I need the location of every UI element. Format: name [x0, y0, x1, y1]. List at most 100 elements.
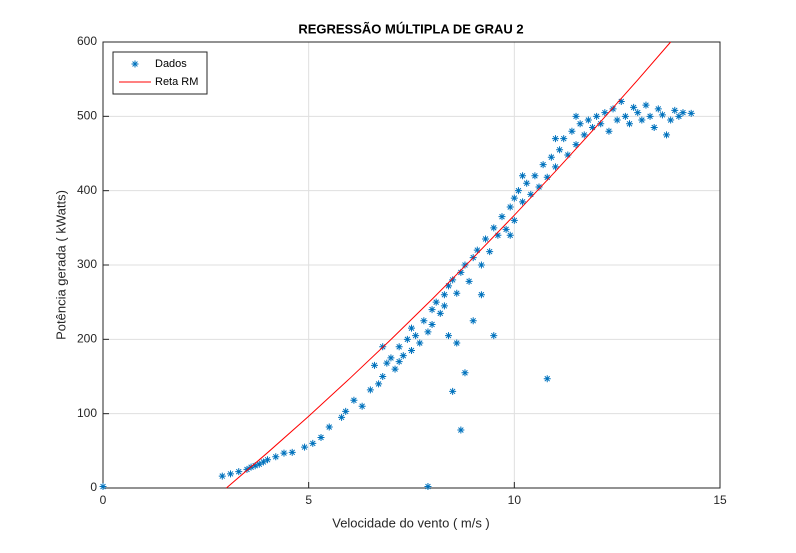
data-point [461, 261, 469, 269]
data-point [543, 173, 551, 181]
data-point [387, 354, 395, 362]
legend-label: Dados [155, 58, 187, 70]
data-point [597, 120, 605, 128]
data-point [675, 112, 683, 120]
data-point [568, 127, 576, 135]
data-point [477, 261, 485, 269]
fit-line [226, 41, 672, 489]
data-point [99, 483, 107, 491]
data-point [588, 123, 596, 131]
data-point [420, 317, 428, 325]
data-point [309, 439, 317, 447]
data-point [461, 369, 469, 377]
data-point [543, 375, 551, 383]
data-point [519, 198, 527, 206]
data-point [556, 146, 564, 154]
x-tick-label: 0 [100, 493, 107, 507]
data-point [218, 472, 226, 480]
data-point [403, 335, 411, 343]
data-point [432, 298, 440, 306]
data-point [358, 402, 366, 410]
data-point [379, 373, 387, 380]
data-point [272, 453, 280, 461]
data-point [482, 235, 490, 243]
data-point [564, 151, 572, 159]
data-point [638, 116, 646, 124]
data-point [465, 277, 473, 285]
data-point [658, 111, 666, 119]
y-tick-label: 100 [77, 406, 97, 420]
data-point [449, 276, 457, 284]
data-point [580, 131, 588, 139]
data-point [551, 135, 559, 143]
data-point [440, 302, 448, 310]
y-axis-label: Potência gerada ( kWatts) [53, 190, 68, 340]
data-point [445, 282, 453, 290]
data-point [514, 187, 522, 195]
y-tick-label: 400 [77, 183, 97, 197]
y-tick-label: 600 [77, 34, 97, 48]
data-point [551, 163, 559, 171]
data-point [395, 358, 403, 366]
y-tick-label: 0 [90, 480, 97, 494]
data-point [395, 343, 403, 351]
data-point [519, 172, 527, 180]
data-point [416, 339, 424, 347]
data-point [547, 153, 555, 161]
data-point [667, 116, 675, 124]
x-tick-label: 15 [713, 493, 727, 507]
data-point [490, 332, 498, 340]
data-point [424, 483, 432, 491]
data-point [449, 387, 457, 395]
data-point [506, 203, 514, 211]
data-point [560, 135, 568, 143]
data-point [523, 179, 531, 187]
data-point [527, 190, 535, 198]
data-point [473, 246, 481, 254]
data-point [593, 112, 601, 120]
data-point [259, 458, 267, 466]
data-point [626, 120, 634, 128]
data-point [408, 346, 415, 354]
x-tick-label: 10 [508, 493, 522, 507]
data-point [399, 352, 407, 360]
data-point [605, 127, 613, 135]
data-point [477, 291, 485, 299]
data-point [440, 291, 448, 299]
data-point [243, 465, 251, 473]
data-point [317, 433, 325, 441]
data-point [301, 443, 309, 451]
data-point [366, 386, 374, 394]
data-point [227, 470, 235, 478]
data-point [506, 231, 514, 239]
data-point [264, 456, 272, 464]
data-point [453, 289, 461, 297]
chart-title: REGRESSÃO MÚLTIPLA DE GRAU 2 [298, 21, 523, 36]
data-point [634, 109, 642, 117]
data-point [510, 216, 518, 224]
data-point [370, 361, 378, 369]
legend-box [112, 51, 208, 95]
data-point [572, 141, 580, 149]
data-point [510, 194, 518, 202]
axes-box [102, 41, 721, 489]
data-point [235, 468, 243, 476]
data-point [613, 116, 621, 124]
x-tick-label: 5 [305, 493, 312, 507]
data-point [642, 101, 650, 109]
data-point [412, 332, 420, 340]
data-point [251, 462, 259, 470]
data-point [687, 109, 695, 117]
data-point [572, 112, 580, 120]
data-point [494, 231, 502, 239]
legend-marker [131, 60, 139, 68]
y-tick-label: 500 [77, 109, 97, 123]
data-point [663, 131, 671, 139]
data-point [255, 460, 263, 468]
y-tick-label: 300 [77, 257, 97, 271]
data-point [671, 106, 679, 114]
data-point [288, 448, 296, 456]
data-point [338, 413, 346, 421]
data-point [498, 213, 506, 221]
